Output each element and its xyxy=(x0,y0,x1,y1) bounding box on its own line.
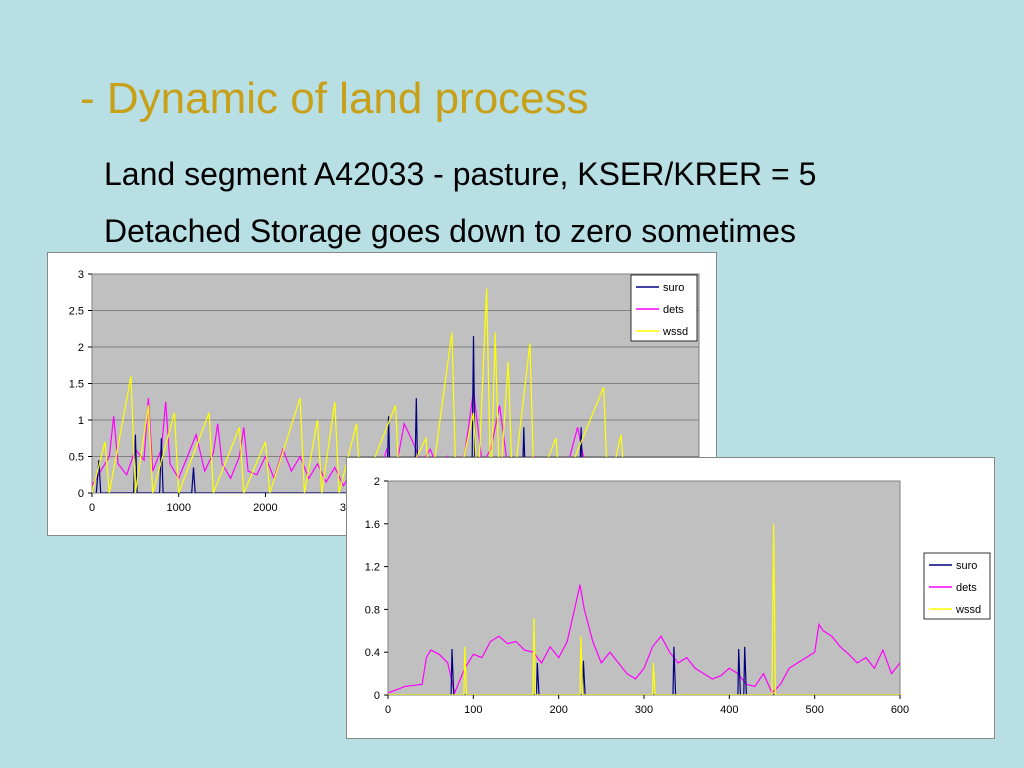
legend-label-wssd: wssd xyxy=(662,326,688,338)
bullet-detached-storage: Detached Storage goes down to zero somet… xyxy=(104,213,796,249)
series-line-wssd xyxy=(92,288,626,493)
y-tick-label: 0.8 xyxy=(365,604,380,616)
slide-title: - Dynamic of land process xyxy=(80,74,589,123)
y-tick-label: 3 xyxy=(78,269,84,281)
legend-label-dets: dets xyxy=(956,582,977,594)
x-tick-label: 400 xyxy=(720,704,738,716)
series-line-dets xyxy=(388,584,900,695)
legend-label-suro: suro xyxy=(956,560,977,572)
y-tick-label: 1.6 xyxy=(365,519,380,531)
x-tick-label: 300 xyxy=(635,704,653,716)
y-tick-label: 0 xyxy=(374,690,380,702)
legend-label-wssd: wssd xyxy=(955,604,981,616)
chart-long-term-svg: 00.511.522.530100020003000surodetswssd xyxy=(69,269,700,514)
y-tick-label: 1 xyxy=(78,415,84,427)
x-tick-label: 0 xyxy=(89,502,95,514)
legend-label-dets: dets xyxy=(663,304,684,316)
legend-label-suro: suro xyxy=(663,282,684,294)
y-tick-label: 2 xyxy=(78,342,84,354)
y-tick-label: 0 xyxy=(78,488,84,500)
y-tick-label: 1.2 xyxy=(365,562,380,574)
y-tick-label: 2.5 xyxy=(69,306,84,318)
chart-zoomed-svg: 0 0.4 0.8 1.2 1.6 2 0 100 200 300 400 500 600 suro det… xyxy=(365,476,991,716)
legend-box xyxy=(923,552,991,620)
y-tick-label: 0.5 xyxy=(69,452,84,464)
legend-box xyxy=(630,274,698,342)
x-tick-label: 1000 xyxy=(166,502,190,514)
x-tick-label: 2000 xyxy=(253,502,277,514)
bullet-land-segment: Land segment A42033 - pasture, KSER/KRER… xyxy=(104,156,817,192)
x-tick-label: 600 xyxy=(891,704,909,716)
x-tick-label: 500 xyxy=(805,704,823,716)
x-tick-label: 100 xyxy=(464,704,482,716)
x-tick-label: 0 xyxy=(385,704,391,716)
y-tick-label: 2 xyxy=(374,476,380,488)
chart-zoomed: 0 0.4 0.8 1.2 1.6 2 0 100 200 300 400 500 600 suro det… xyxy=(346,457,995,739)
y-tick-label: 0.4 xyxy=(365,647,380,659)
chart-long-term: 00.511.522.530100020003000surodetswssd xyxy=(47,252,717,536)
plot-area xyxy=(387,480,901,696)
y-tick-label: 1.5 xyxy=(69,379,84,391)
series-line-wssd xyxy=(388,523,900,695)
x-tick-label: 200 xyxy=(549,704,567,716)
